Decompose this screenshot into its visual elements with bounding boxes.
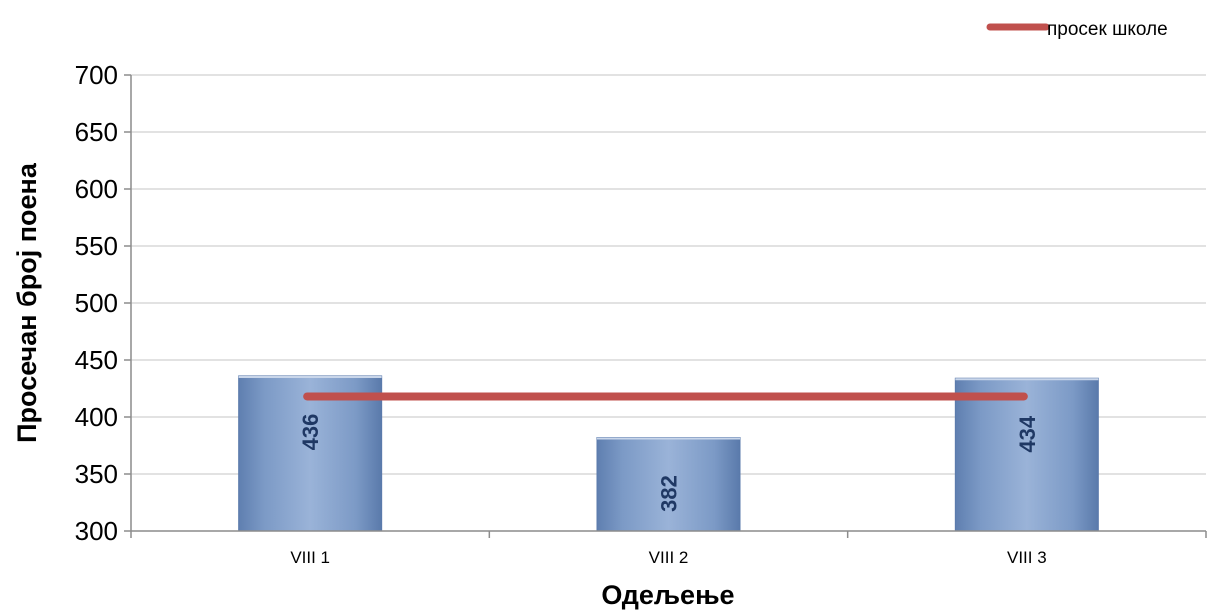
y-tick-label: 400 bbox=[75, 402, 118, 432]
y-tick-label: 700 bbox=[75, 60, 118, 90]
y-tick-label: 600 bbox=[75, 174, 118, 204]
x-axis-ticks: VIII 1 VIII 2 VIII 3 bbox=[130, 531, 1207, 567]
y-tick-label: 450 bbox=[75, 345, 118, 375]
y-tick-label: 300 bbox=[75, 516, 118, 546]
legend-label: просек школе bbox=[1047, 19, 1168, 40]
x-tick-label: VIII 1 bbox=[290, 548, 330, 567]
y-tick-label: 500 bbox=[75, 288, 118, 318]
bar-value-label: 436 bbox=[298, 414, 323, 451]
y-tick-label: 350 bbox=[75, 459, 118, 489]
x-tick-label: VIII 2 bbox=[649, 548, 689, 567]
x-tick-label: VIII 3 bbox=[1007, 548, 1047, 567]
bar-value-label: 382 bbox=[657, 475, 682, 512]
legend: просек школе bbox=[986, 19, 1168, 40]
y-axis-title: Просечан број поена bbox=[12, 162, 42, 443]
y-tick-label: 650 bbox=[75, 117, 118, 147]
y-axis-ticks: 300 350 400 450 500 550 600 650 700 bbox=[75, 60, 131, 546]
x-axis-title: Одељење bbox=[601, 580, 734, 610]
bar bbox=[596, 437, 741, 532]
bar-value-label: 434 bbox=[1015, 415, 1040, 452]
y-tick-label: 550 bbox=[75, 231, 118, 261]
bar bbox=[238, 375, 383, 532]
bar bbox=[954, 377, 1099, 532]
axes bbox=[130, 75, 1206, 532]
